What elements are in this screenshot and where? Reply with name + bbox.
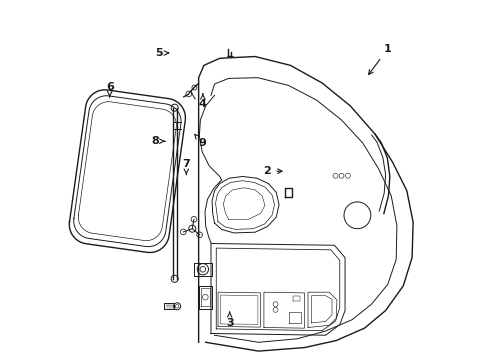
Text: 9: 9	[194, 134, 205, 148]
Text: 7: 7	[182, 159, 190, 175]
Text: 4: 4	[199, 94, 206, 109]
Text: 6: 6	[105, 81, 113, 97]
Text: 8: 8	[151, 136, 164, 146]
Text: 2: 2	[263, 166, 282, 176]
Text: 3: 3	[225, 312, 233, 328]
Text: 5: 5	[155, 48, 168, 58]
Text: 1: 1	[368, 45, 390, 75]
